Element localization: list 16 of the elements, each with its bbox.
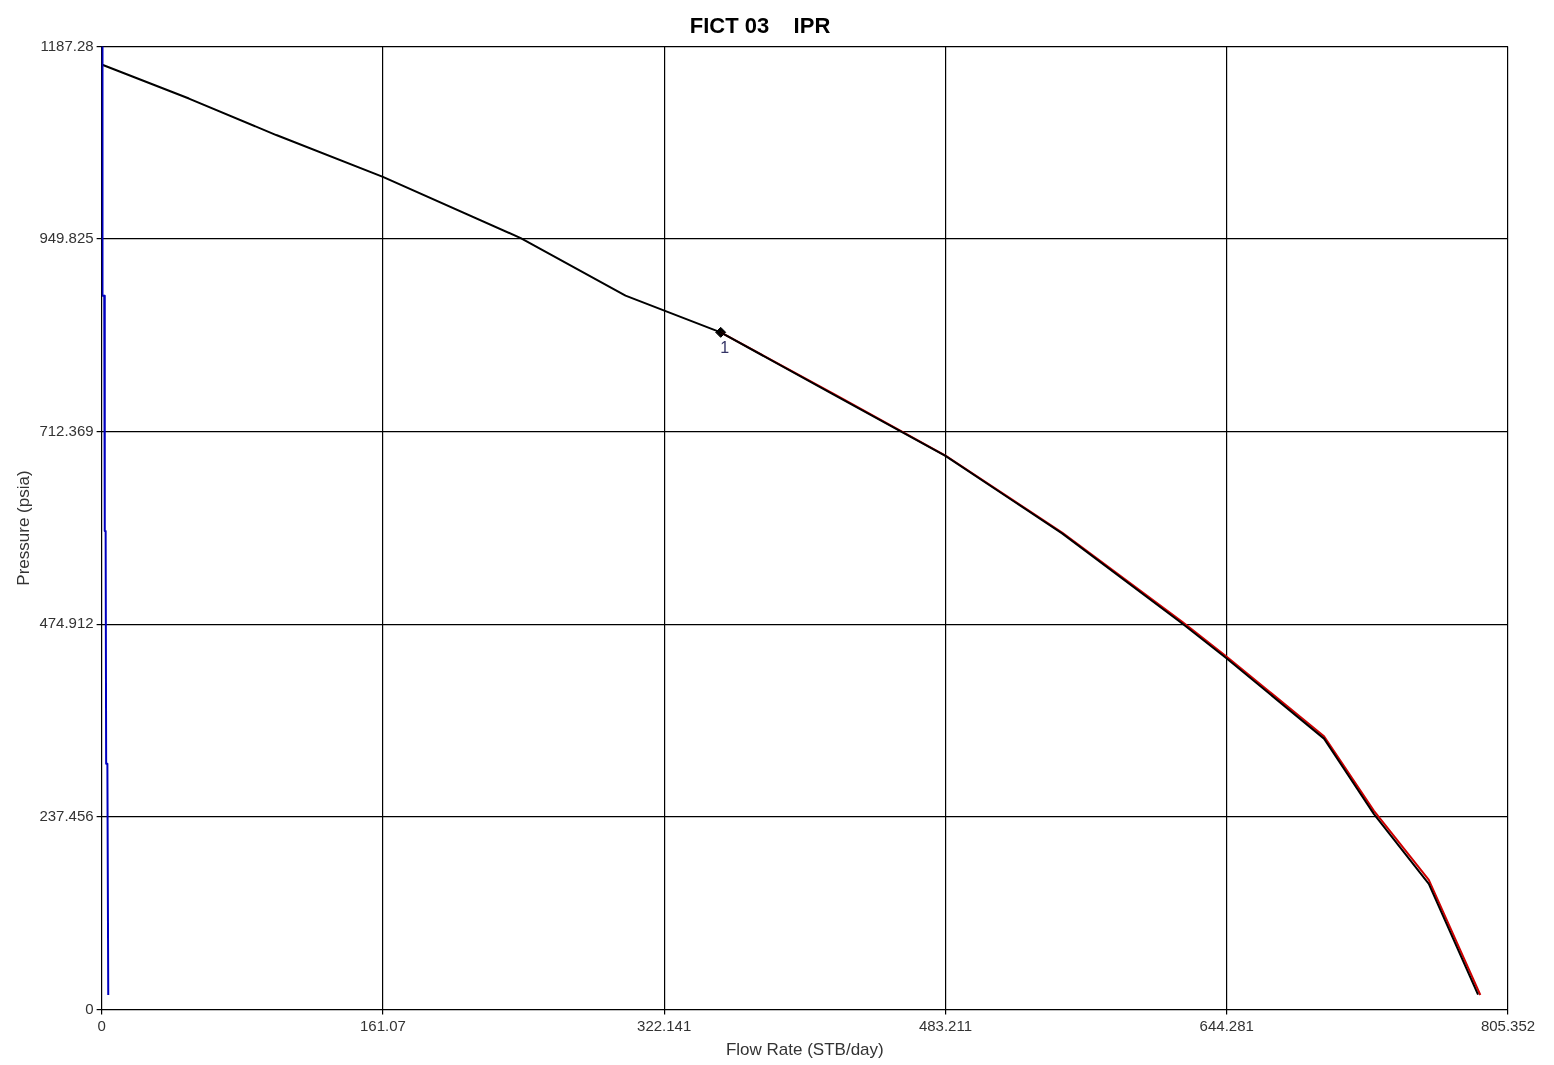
x-tick-label: 483.211 bbox=[918, 1016, 972, 1034]
x-tick-label: 805.352 bbox=[1480, 1016, 1536, 1034]
y-tick-label: 0 bbox=[85, 999, 94, 1017]
y-tick-label: 237.456 bbox=[39, 807, 94, 825]
x-tick-label: 0 bbox=[97, 1016, 106, 1034]
y-tick-label: 1187.28 bbox=[40, 36, 94, 54]
annotation: 1 bbox=[720, 338, 730, 356]
x-tick-label: 161.07 bbox=[359, 1016, 406, 1034]
y-tick-label: 474.912 bbox=[39, 614, 94, 632]
x-tick-label: 322.141 bbox=[637, 1016, 692, 1034]
y-tick-label: 949.825 bbox=[39, 229, 94, 247]
chart-title: FICT 03 IPR bbox=[689, 13, 831, 39]
y-tick-label: 712.369 bbox=[39, 421, 94, 439]
x-tick-label: 644.281 bbox=[1199, 1016, 1254, 1034]
y-axis-title: Pressure (psia) bbox=[13, 470, 33, 586]
x-axis-title: Flow Rate (STB/day) bbox=[725, 1040, 884, 1060]
